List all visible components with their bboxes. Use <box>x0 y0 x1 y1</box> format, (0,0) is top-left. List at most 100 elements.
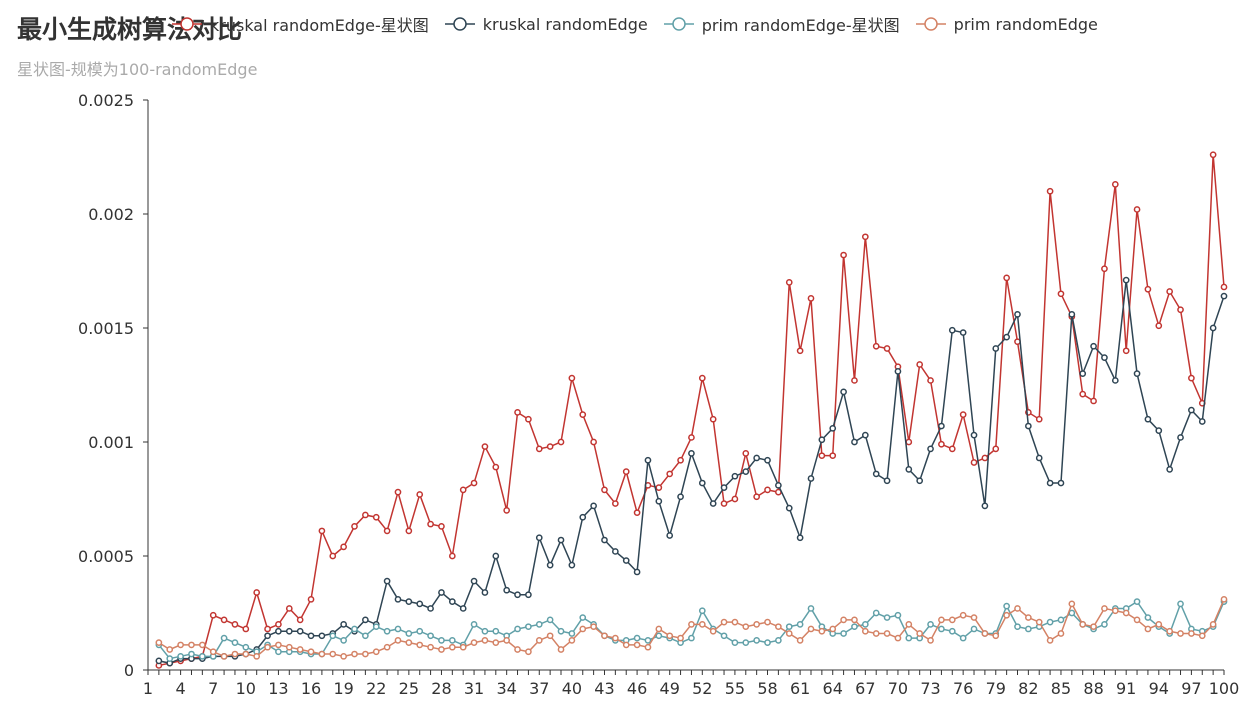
data-point-3 <box>503 637 511 644</box>
data-point-3 <box>861 627 869 635</box>
data-point-0 <box>753 493 760 501</box>
data-point-3 <box>753 621 760 628</box>
data-point-3 <box>427 643 434 651</box>
data-point-0 <box>481 443 489 450</box>
data-point-2 <box>753 637 760 644</box>
data-point-1 <box>807 475 815 482</box>
data-point-0 <box>1111 181 1119 188</box>
x-tick-label: 19 <box>333 679 353 698</box>
data-point-1 <box>612 548 619 555</box>
data-point-2 <box>546 616 554 624</box>
data-point-1 <box>981 502 989 510</box>
data-point-1 <box>959 329 967 336</box>
data-point-1 <box>1046 479 1054 487</box>
data-point-3 <box>796 637 804 644</box>
data-point-3 <box>1025 614 1032 621</box>
legend-item-0[interactable]: kruskal randomEdge-星状图 <box>172 12 429 36</box>
series-line-1 <box>158 280 1225 664</box>
data-point-2 <box>1003 602 1010 610</box>
data-point-3 <box>1166 627 1174 635</box>
x-tick-label: 76 <box>953 679 973 698</box>
x-tick-label: 46 <box>627 679 647 698</box>
data-point-3 <box>459 643 467 651</box>
data-point-0 <box>622 468 630 475</box>
data-point-1 <box>905 466 913 473</box>
data-point-1 <box>992 345 1000 352</box>
data-point-3 <box>329 650 337 658</box>
data-point-1 <box>1188 406 1195 414</box>
data-point-3 <box>698 621 706 628</box>
data-point-0 <box>1101 265 1108 273</box>
data-point-0 <box>405 527 413 535</box>
data-point-1 <box>601 536 608 544</box>
x-tick-label: 85 <box>1051 679 1071 698</box>
x-tick-label: 31 <box>464 679 484 698</box>
data-point-2 <box>438 637 445 644</box>
data-point-0 <box>535 445 543 453</box>
data-point-3 <box>905 621 913 628</box>
data-point-1 <box>720 484 728 491</box>
data-point-2 <box>731 639 739 646</box>
data-point-3 <box>601 632 608 640</box>
data-point-1 <box>296 627 304 635</box>
legend-item-2[interactable]: prim randomEdge-星状图 <box>663 12 900 36</box>
data-point-3 <box>188 641 195 649</box>
data-point-2 <box>775 637 782 644</box>
data-point-2 <box>568 630 576 637</box>
x-tick-label: 25 <box>399 679 419 698</box>
data-point-0 <box>568 374 576 382</box>
legend-item-3[interactable]: prim randomEdge <box>915 12 1098 36</box>
data-point-3 <box>992 632 1000 640</box>
data-point-2 <box>938 625 945 633</box>
x-tick-label: 4 <box>176 679 186 698</box>
data-point-2 <box>1046 618 1054 626</box>
data-point-3 <box>590 623 597 631</box>
y-tick-label: 0.0015 <box>78 319 134 338</box>
data-point-3 <box>307 648 315 656</box>
data-point-0 <box>416 491 424 498</box>
data-point-1 <box>362 616 369 624</box>
data-point-1 <box>698 479 706 487</box>
data-point-0 <box>1188 374 1195 382</box>
data-point-1 <box>535 534 543 542</box>
data-point-3 <box>644 643 652 651</box>
data-point-0 <box>372 513 380 521</box>
data-point-0 <box>296 616 304 624</box>
data-point-3 <box>372 648 380 656</box>
data-point-3 <box>655 625 663 633</box>
data-point-1 <box>307 632 315 640</box>
legend-symbol-icon <box>172 17 202 31</box>
data-point-1 <box>514 591 521 599</box>
data-point-1 <box>525 591 532 599</box>
data-point-2 <box>383 627 391 635</box>
data-point-0 <box>329 552 337 560</box>
data-point-3 <box>1209 621 1217 628</box>
data-point-2 <box>448 637 456 644</box>
data-point-1 <box>427 605 434 612</box>
data-point-0 <box>427 520 434 528</box>
data-point-3 <box>209 648 217 656</box>
x-tick-label: 79 <box>986 679 1006 698</box>
data-point-1 <box>470 577 478 585</box>
data-point-3 <box>220 652 228 660</box>
data-point-3 <box>785 630 793 637</box>
data-point-2 <box>405 630 413 637</box>
data-point-3 <box>1133 616 1141 624</box>
data-point-0 <box>459 486 467 494</box>
data-point-1 <box>459 605 467 612</box>
data-point-3 <box>851 616 858 624</box>
legend-item-1[interactable]: kruskal randomEdge <box>444 12 648 36</box>
data-point-1 <box>916 477 924 485</box>
data-point-1 <box>742 468 750 475</box>
data-point-0 <box>698 374 706 382</box>
data-point-2 <box>492 627 500 635</box>
data-point-0 <box>1003 274 1010 282</box>
x-tick-label: 40 <box>562 679 582 698</box>
data-point-3 <box>840 616 847 624</box>
data-point-2 <box>481 627 489 635</box>
data-point-0 <box>861 233 869 241</box>
data-point-1 <box>1220 292 1228 300</box>
data-point-1 <box>275 627 282 635</box>
data-point-1 <box>579 513 587 521</box>
data-point-1 <box>1155 427 1163 434</box>
